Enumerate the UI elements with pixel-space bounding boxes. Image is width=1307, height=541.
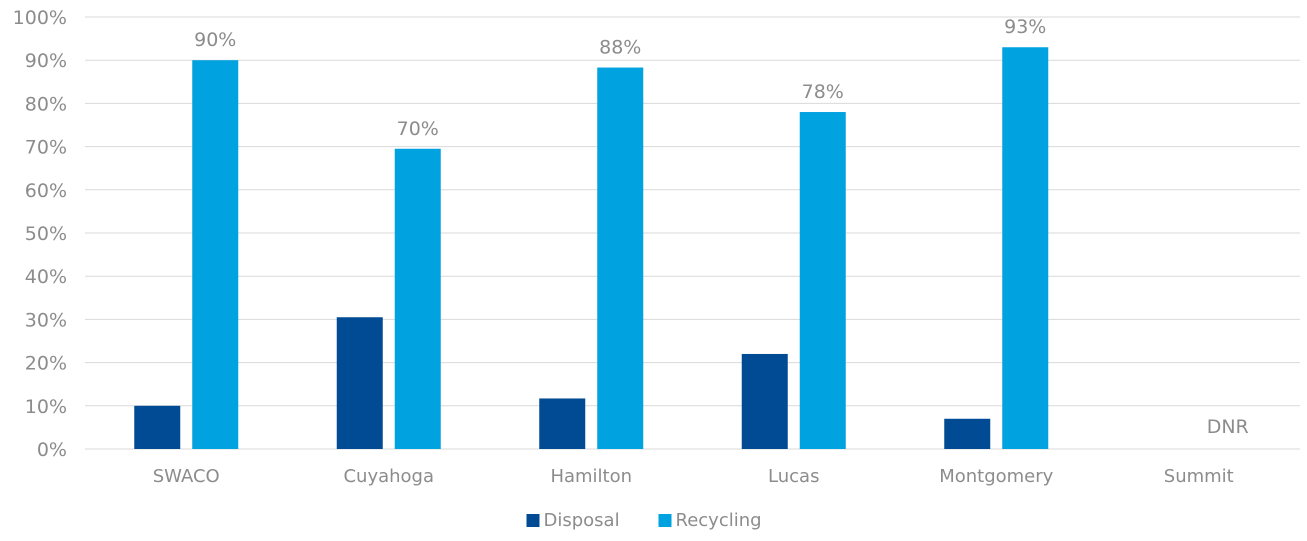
y-tick-label: 90% <box>25 50 67 72</box>
legend: Disposal Recycling <box>526 510 762 531</box>
y-tick-label: 60% <box>25 180 67 202</box>
bar-disposal-hamilton <box>539 398 586 449</box>
bar-recycling-hamilton <box>597 67 644 449</box>
x-category-label: Montgomery <box>939 466 1053 487</box>
data-label: 78% <box>802 81 844 103</box>
data-label: 70% <box>397 118 439 140</box>
bars <box>134 47 1049 450</box>
bar-disposal-montgomery <box>944 418 991 449</box>
bar-recycling-montgomery <box>1002 47 1049 450</box>
x-category-label: Hamilton <box>550 466 632 487</box>
y-tick-label: 50% <box>25 223 67 245</box>
y-tick-label: 40% <box>25 266 67 288</box>
x-category-label: Summit <box>1164 466 1234 487</box>
legend-label-disposal: Disposal <box>544 510 620 531</box>
data-label: DNR <box>1207 416 1249 438</box>
y-tick-label: 70% <box>25 137 67 159</box>
x-category-label: Cuyahoga <box>343 466 434 487</box>
bar-recycling-cuyahoga <box>394 148 441 449</box>
bar-disposal-cuyahoga <box>336 317 383 449</box>
gridlines <box>85 16 1300 450</box>
bar-recycling-lucas <box>799 112 846 449</box>
x-category-label: SWACO <box>153 466 220 487</box>
bar-recycling-swaco <box>192 60 239 449</box>
y-tick-label: 0% <box>37 439 67 461</box>
y-axis-ticks: 0% 10% 20% 30% 40% 50% 60% 70% 80% 90% 100% <box>13 7 67 461</box>
data-label: 90% <box>194 29 236 51</box>
legend-label-recycling: Recycling <box>676 510 762 531</box>
bar-disposal-swaco <box>134 405 181 449</box>
y-tick-label: 20% <box>25 353 67 375</box>
bar-disposal-lucas <box>741 353 788 449</box>
legend-swatch-disposal <box>526 514 540 527</box>
data-label: 93% <box>1004 16 1046 38</box>
data-label: 88% <box>599 37 641 59</box>
x-category-label: Lucas <box>768 466 819 487</box>
legend-swatch-recycling <box>658 514 672 527</box>
y-tick-label: 100% <box>13 7 67 29</box>
y-tick-label: 10% <box>25 396 67 418</box>
x-axis-categories: SWACO Cuyahoga Hamilton Lucas Montgomery Summ… <box>153 466 1234 487</box>
data-labels: 90% 70% 88% 78% 93% DNR <box>194 16 1249 438</box>
y-tick-label: 80% <box>25 93 67 115</box>
y-tick-label: 30% <box>25 309 67 331</box>
